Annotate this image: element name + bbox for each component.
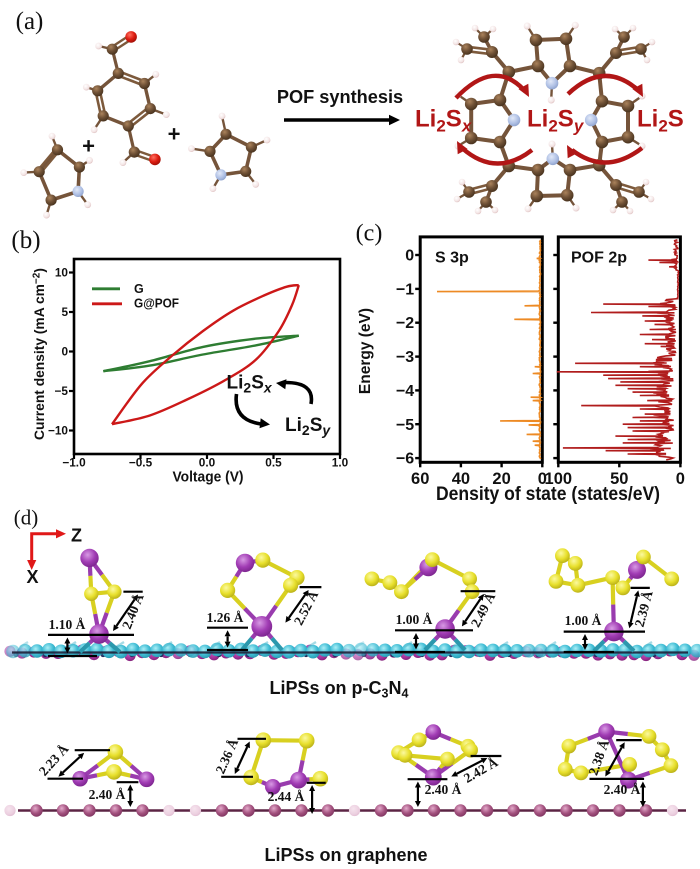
svg-text:−5: −5 <box>55 384 69 398</box>
svg-text:(d): (d) <box>14 506 39 530</box>
svg-text:2.44 Å: 2.44 Å <box>268 789 305 804</box>
svg-text:20: 20 <box>492 470 510 488</box>
svg-text:1.00 Å: 1.00 Å <box>396 612 433 627</box>
svg-text:LiPSs on graphene: LiPSs on graphene <box>264 845 427 864</box>
svg-text:Density of state (states/eV): Density of state (states/eV) <box>436 483 660 505</box>
svg-text:Li2Sx: Li2Sx <box>227 373 273 396</box>
svg-text:Energy (eV): Energy (eV) <box>357 308 374 394</box>
svg-text:0.0: 0.0 <box>199 456 216 470</box>
svg-text:−0.5: −0.5 <box>129 456 153 470</box>
svg-text:X: X <box>26 567 38 587</box>
svg-text:G: G <box>134 282 144 296</box>
svg-text:G@POF: G@POF <box>134 296 179 310</box>
svg-text:LiPSs on p-C3N4: LiPSs on p-C3N4 <box>270 678 409 701</box>
svg-text:Voltage (V): Voltage (V) <box>173 470 244 486</box>
svg-text:Z: Z <box>71 526 82 546</box>
svg-text:0: 0 <box>538 470 547 488</box>
svg-text:50: 50 <box>610 470 628 488</box>
svg-text:−1.0: −1.0 <box>62 456 86 470</box>
svg-text:40: 40 <box>452 470 470 488</box>
svg-text:POF 2p: POF 2p <box>571 250 627 267</box>
svg-text:2.40 Å: 2.40 Å <box>604 782 641 797</box>
svg-text:0.5: 0.5 <box>265 456 282 470</box>
svg-text:−6: −6 <box>396 451 414 468</box>
svg-text:POF synthesis: POF synthesis <box>277 87 403 107</box>
svg-text:Current density (mA cm−2): Current density (mA cm−2) <box>32 268 48 440</box>
svg-text:−3: −3 <box>396 349 414 366</box>
svg-text:+: + <box>82 134 95 159</box>
svg-text:5: 5 <box>61 305 68 319</box>
svg-text:(b): (b) <box>11 227 40 254</box>
svg-text:100: 100 <box>545 470 573 488</box>
svg-text:0: 0 <box>405 248 414 265</box>
svg-text:(a): (a) <box>16 8 44 35</box>
svg-text:60: 60 <box>411 470 429 488</box>
svg-text:0: 0 <box>676 470 685 488</box>
svg-text:0: 0 <box>61 345 68 359</box>
svg-text:(c): (c) <box>356 221 383 247</box>
svg-text:−5: −5 <box>396 417 414 434</box>
svg-text:−2: −2 <box>396 315 414 332</box>
svg-text:2.40 Å: 2.40 Å <box>425 782 462 797</box>
svg-text:S 3p: S 3p <box>435 250 469 267</box>
svg-text:Li2Sy: Li2Sy <box>285 415 331 438</box>
svg-text:10: 10 <box>55 266 69 280</box>
svg-text:Li2Sy: Li2Sy <box>527 106 585 136</box>
svg-text:2.40 Å: 2.40 Å <box>89 787 126 802</box>
svg-text:1.00 Å: 1.00 Å <box>565 613 602 628</box>
svg-text:−1: −1 <box>396 281 414 298</box>
svg-text:−4: −4 <box>396 383 414 400</box>
svg-text:+: + <box>168 122 181 147</box>
svg-text:1.26 Å: 1.26 Å <box>207 610 244 625</box>
svg-text:1.0: 1.0 <box>332 456 349 470</box>
svg-text:−10: −10 <box>48 424 68 438</box>
svg-text:1.10 Å: 1.10 Å <box>49 617 86 632</box>
